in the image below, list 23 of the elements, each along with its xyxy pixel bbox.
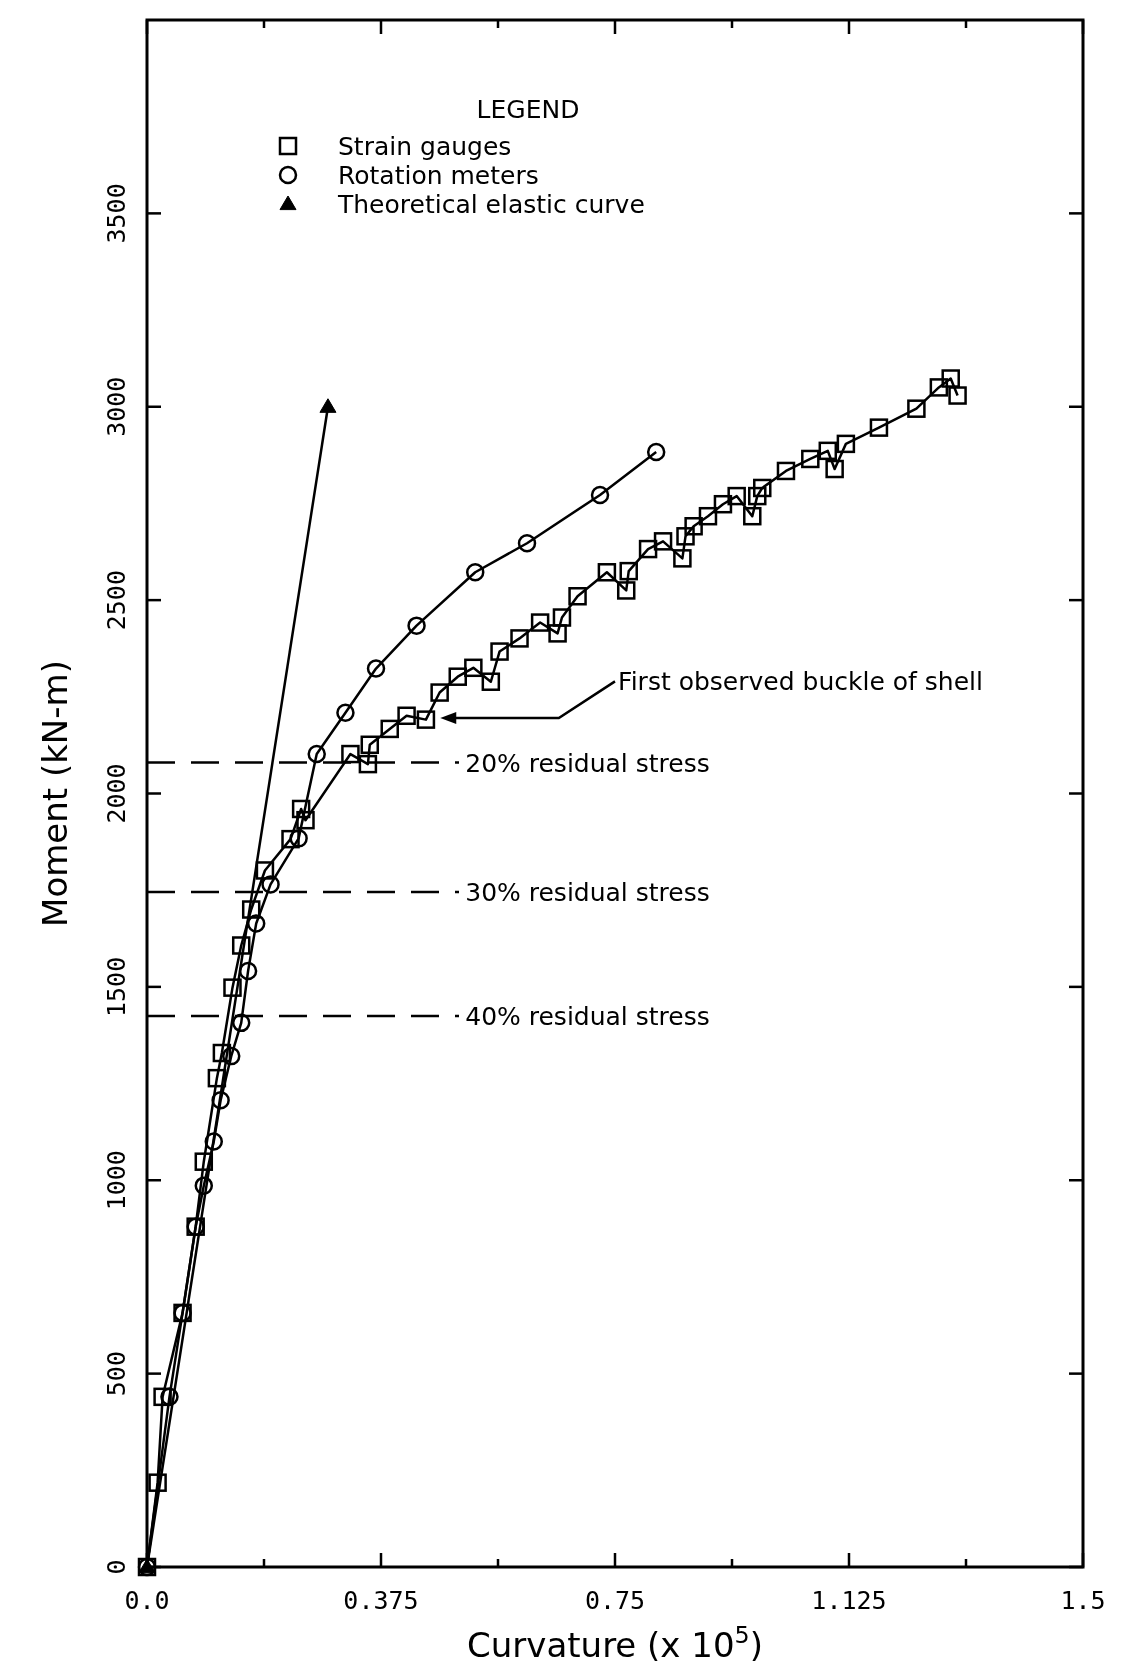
y-tick-label: 3000 (102, 376, 131, 437)
y-tick-label: 0 (102, 1559, 131, 1575)
legend-title: LEGEND (476, 95, 580, 124)
y-tick-label: 2000 (102, 763, 131, 824)
x-tick-label: 1.125 (811, 1586, 887, 1615)
x-axis-title: Curvature (x 10$^{5}$) (467, 1621, 763, 1665)
x-tick-label: 0.375 (343, 1586, 419, 1615)
x-tick-label: 0.0 (124, 1586, 170, 1615)
legend-label: Rotation meters (338, 161, 539, 190)
legend-label: Theoretical elastic curve (337, 190, 645, 219)
annotation: First observed buckle of shell (618, 667, 983, 697)
legend-label: Strain gauges (338, 132, 512, 161)
x-tick-label: 1.5 (1060, 1586, 1106, 1615)
y-tick-label: 2500 (102, 570, 131, 631)
ref-line-label: 40% residual stress (465, 1001, 710, 1031)
ref-line-label: 20% residual stress (465, 748, 710, 778)
y-tick-label: 1000 (102, 1150, 131, 1211)
y-tick-label: 3500 (102, 183, 131, 244)
x-tick-label: 0.75 (584, 1586, 646, 1615)
y-tick-label: 500 (102, 1351, 131, 1397)
y-axis-title: Moment (kN-m) (35, 660, 75, 927)
ref-line-label: 30% residual stress (465, 878, 710, 908)
y-tick-label: 1500 (102, 956, 131, 1017)
